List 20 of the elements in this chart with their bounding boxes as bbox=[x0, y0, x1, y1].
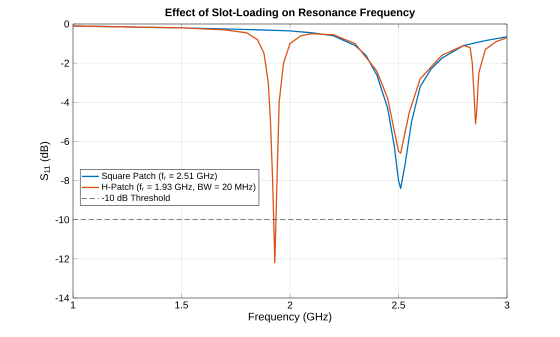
x-tick-label: 1 bbox=[70, 302, 76, 308]
x-tick-label: 1.5 bbox=[175, 302, 188, 308]
x-tick-label: 2 bbox=[288, 302, 292, 308]
y-tick-label: -12 bbox=[56, 255, 69, 262]
legend-label: -10 dB Threshold bbox=[102, 194, 170, 202]
y-tick-label: -4 bbox=[61, 98, 70, 106]
x-axis-title: Frequency (GHz) bbox=[248, 312, 332, 323]
legend-label: H-Patch (f$_{r}$ = 1.93 GHz, BW = 20 MHz) bbox=[102, 183, 256, 192]
chart-title: Effect of Slot-Loading on Resonance Frequency bbox=[166, 8, 416, 18]
y-tick-label: -14 bbox=[56, 294, 70, 302]
y-tick-label: 0 bbox=[64, 20, 70, 28]
x-tick-label: 3 bbox=[504, 302, 510, 309]
line-series bbox=[73, 25, 508, 264]
legend-label: Square Patch (f$_{r}$ = 2.51 GHz) bbox=[102, 172, 217, 181]
x-tick-label: 2.5 bbox=[392, 302, 406, 309]
y-axis-title: S$_{11}$ (dB) bbox=[40, 142, 50, 180]
y-tick-label: -8 bbox=[61, 177, 70, 184]
y-tick-label: -10 bbox=[56, 216, 70, 224]
y-tick-label: -6 bbox=[61, 138, 70, 145]
y-tick-label: -2 bbox=[61, 60, 69, 67]
